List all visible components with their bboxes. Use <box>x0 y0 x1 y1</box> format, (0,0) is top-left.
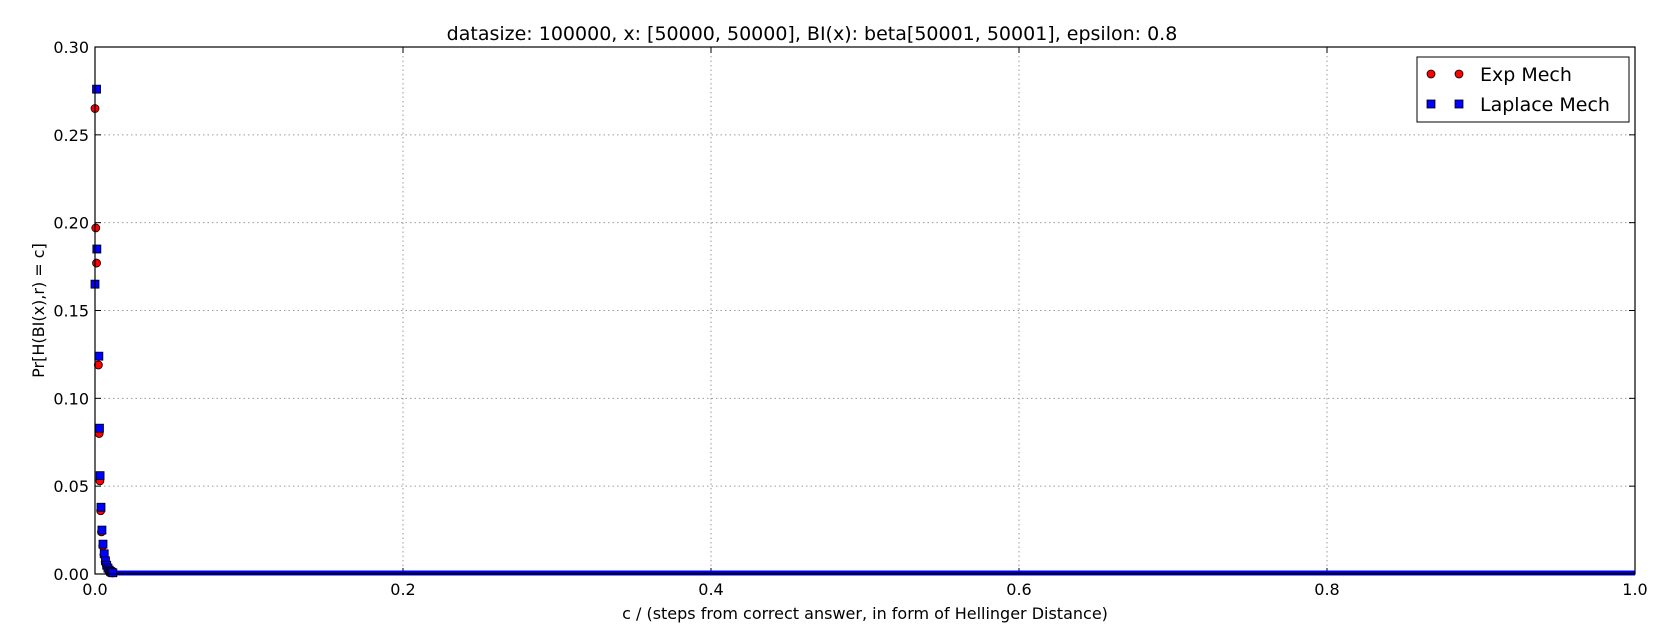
data-point <box>97 525 107 535</box>
data-point <box>92 258 101 268</box>
y-tick-label: 0.30 <box>53 38 89 57</box>
legend-marker <box>1454 69 1464 79</box>
legend-label: Laplace Mech <box>1480 94 1610 116</box>
grid <box>95 47 1635 574</box>
y-tick-label: 0.10 <box>53 389 89 408</box>
y-tick-label: 0.00 <box>53 565 89 584</box>
x-axis-ticks: 0.0 0.2 0.4 0.6 0.8 1.0 <box>82 47 1648 599</box>
data-point <box>92 84 101 94</box>
legend: Exp Mech Laplace Mech <box>1416 56 1630 123</box>
series-laplace-mech <box>90 84 118 578</box>
y-tick-label: 0.25 <box>53 126 89 145</box>
legend-marker <box>1454 99 1464 109</box>
data-point <box>94 351 104 361</box>
y-axis-label: Pr[H(BI(x),r) = c] <box>29 243 48 378</box>
chart-title: datasize: 100000, x: [50000, 50000], BI(… <box>447 23 1178 45</box>
x-tick-label: 0.2 <box>390 580 415 599</box>
legend-item: Laplace Mech <box>1426 94 1610 116</box>
x-tick-label: 1.0 <box>1622 580 1647 599</box>
data-point <box>93 360 103 370</box>
x-tick-label: 0.6 <box>1006 580 1031 599</box>
y-tick-label: 0.15 <box>53 302 89 321</box>
series-layer <box>90 84 1635 578</box>
data-point <box>91 223 101 233</box>
legend-marker <box>1426 69 1436 79</box>
data-point <box>95 471 105 481</box>
data-point <box>98 539 108 549</box>
y-axis-ticks: 0.00 0.05 0.10 0.15 0.20 0.25 0.30 <box>53 38 1635 584</box>
legend-box <box>1416 56 1630 123</box>
data-point <box>95 423 104 433</box>
x-tick-label: 0.4 <box>698 580 723 599</box>
legend-item: Exp Mech <box>1426 64 1572 86</box>
plot-frame <box>94 46 1636 575</box>
data-point <box>96 502 106 512</box>
data-point <box>108 568 118 578</box>
y-tick-label: 0.20 <box>53 214 89 233</box>
x-axis-label: c / (steps from correct answer, in form … <box>622 604 1108 623</box>
x-tick-label: 0.0 <box>82 580 107 599</box>
y-tick-label: 0.05 <box>53 477 89 496</box>
legend-label: Exp Mech <box>1480 64 1572 86</box>
legend-marker <box>1426 99 1436 109</box>
data-point <box>92 244 102 254</box>
x-tick-label: 0.8 <box>1314 580 1339 599</box>
